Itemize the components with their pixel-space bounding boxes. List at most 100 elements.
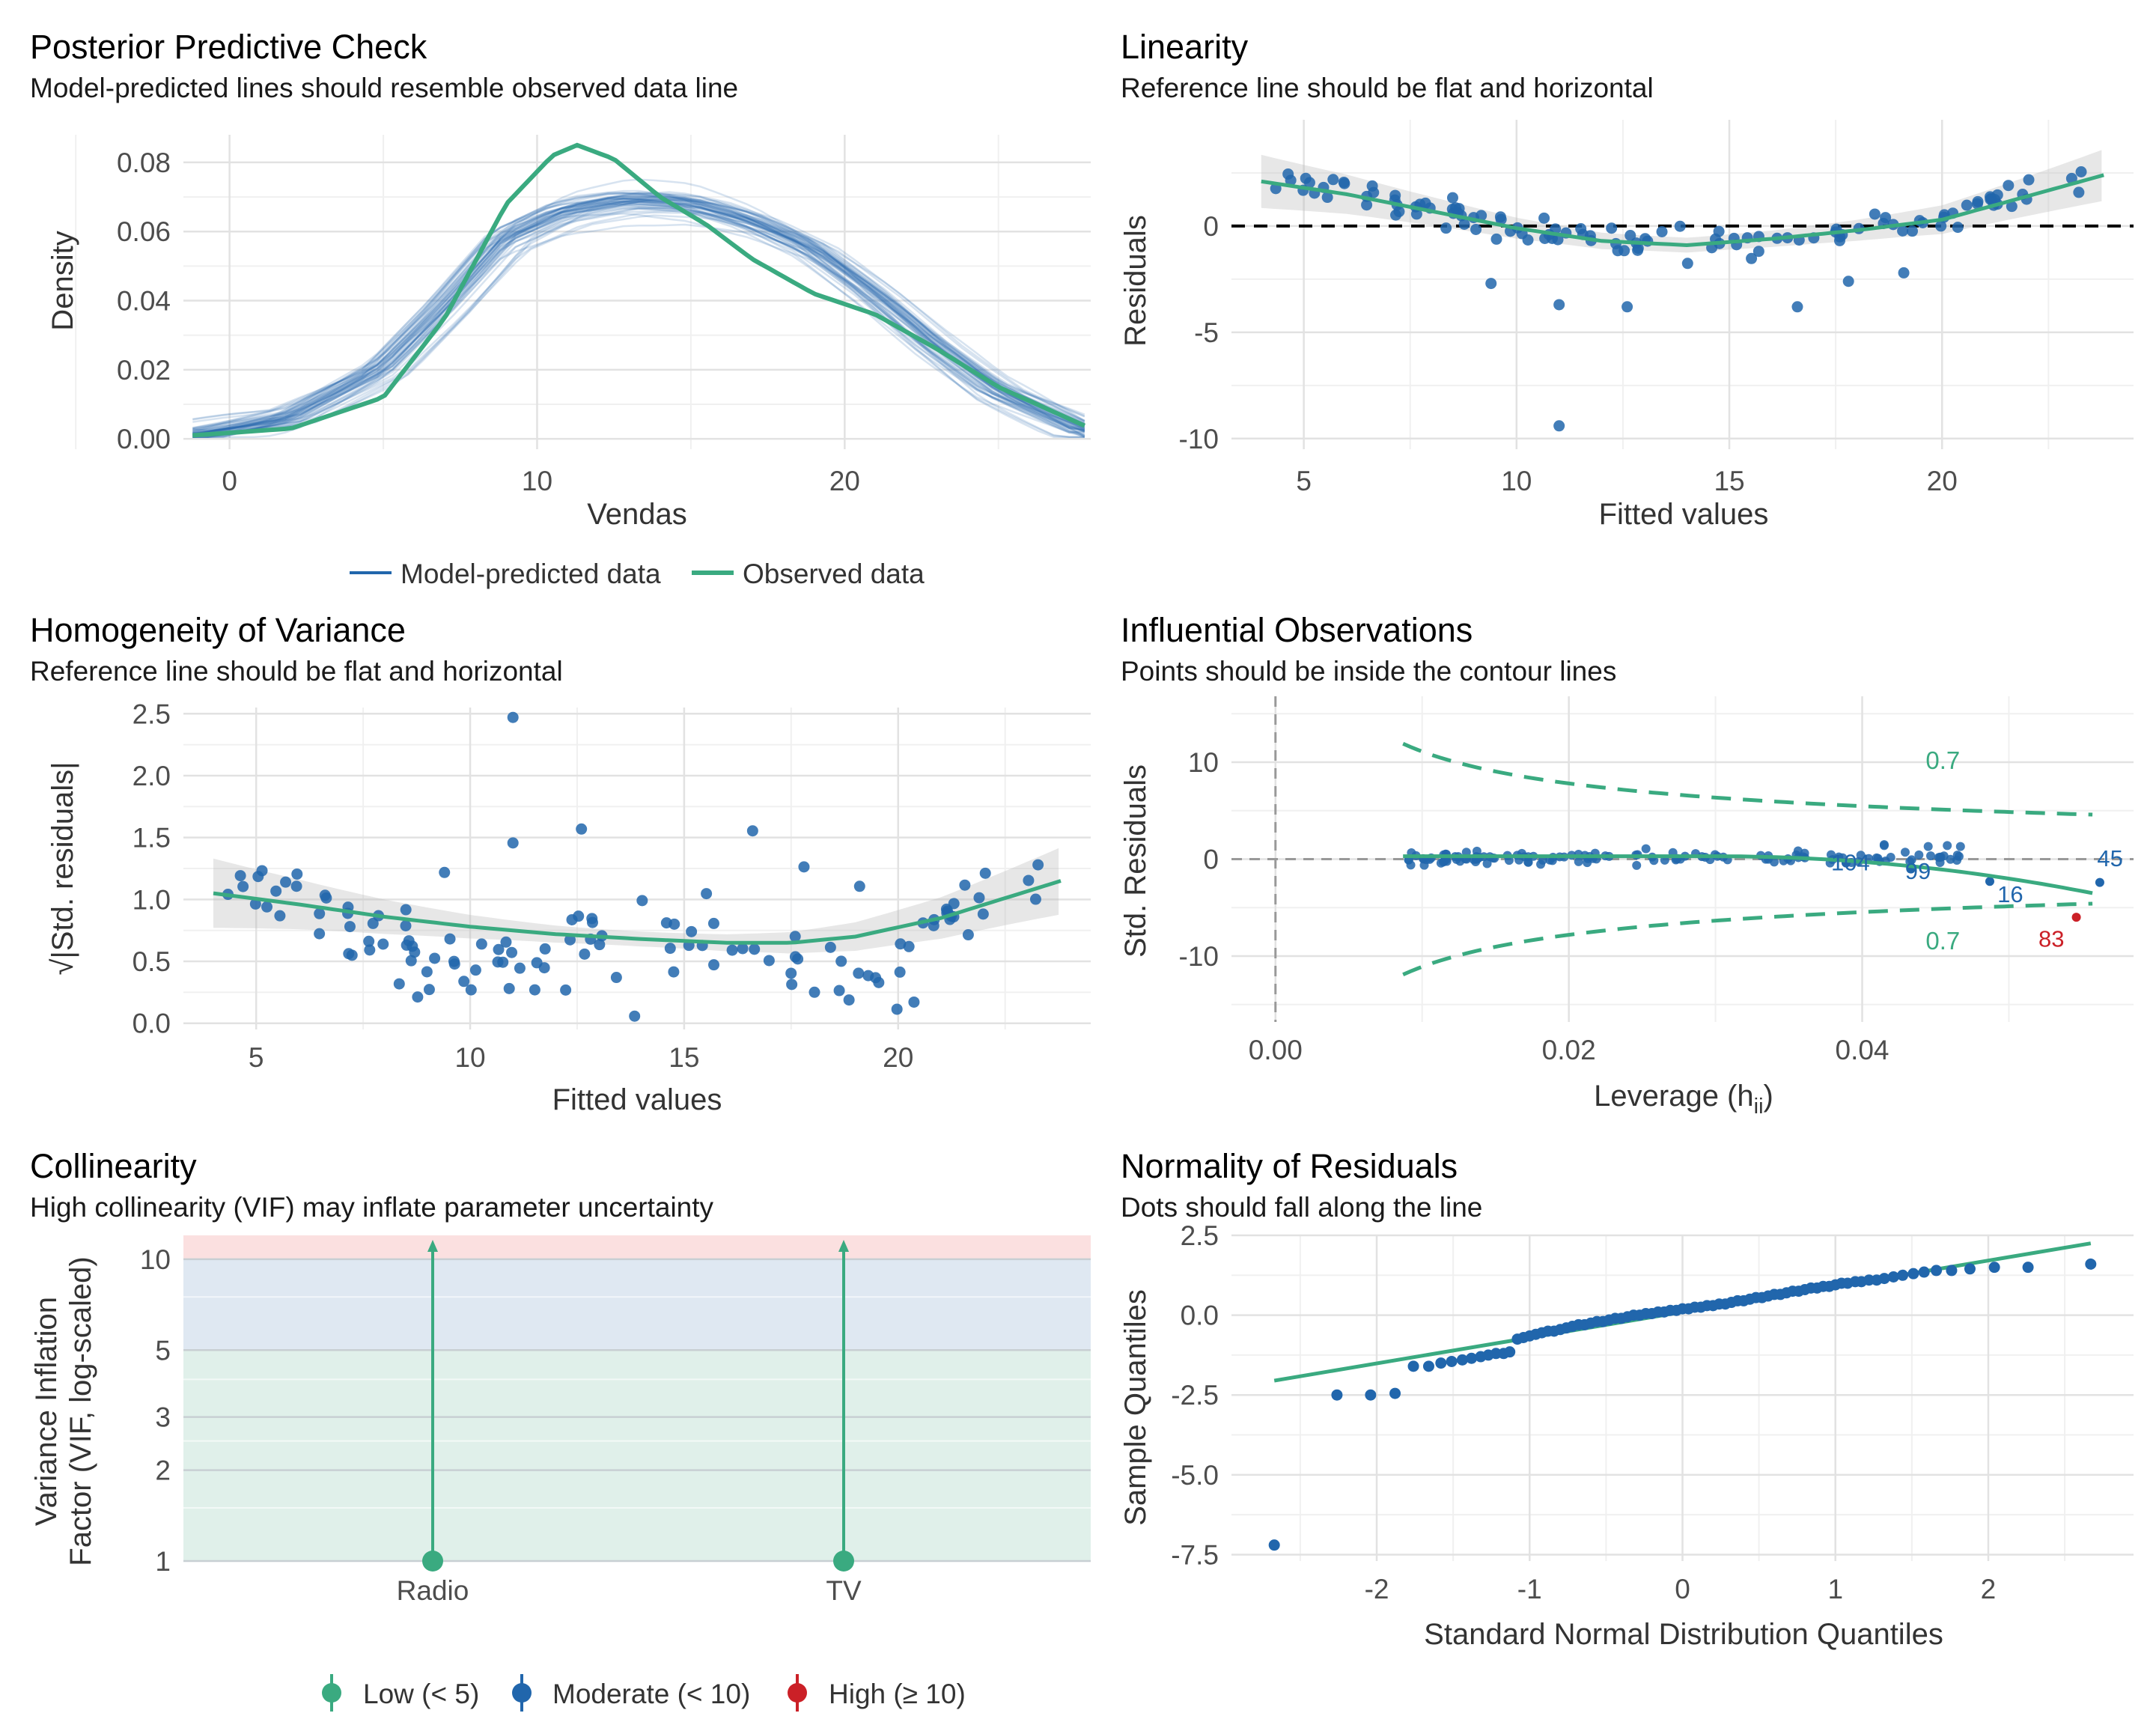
collinearity-tick-labels: Radio TV 1 2 3 5 10 [140,1244,862,1606]
x-tick-label: 0.04 [1836,1035,1889,1065]
scale-location-point [789,931,801,943]
residual-point [1476,210,1487,222]
residual-point [2003,180,2015,192]
residual-point [1553,420,1565,432]
leverage-point [1935,852,1945,862]
scale-location-point [708,959,720,971]
model-predicted-line [192,207,1085,437]
qq-point [1456,1354,1468,1366]
x-tick-label: 15 [1714,466,1744,496]
point-label: 45 [2097,845,2122,871]
leverage-point [1943,841,1952,851]
residual-point [1339,177,1350,189]
scale-location-point [506,946,518,958]
residual-point [1961,199,1973,211]
scale-location-point [409,946,421,958]
scale-location-point [500,936,512,948]
influence-smooth-line [1403,854,2093,895]
scale-location-point [973,892,985,904]
y-tick-label: 10 [1188,747,1219,778]
qq-ylabel: Sample Quantiles [1119,1289,1152,1526]
scale-location-point [274,910,286,922]
model-predicted-line [192,207,1085,434]
scale-location-point [707,917,719,929]
model-predicted-line [192,195,1085,439]
model-predicted-line [192,198,1085,439]
model-predicted-line [192,200,1085,437]
y-tick-label: 0 [1203,211,1219,242]
residual-point [1833,234,1845,246]
model-predicted-line [192,198,1085,439]
scale-location-point [1029,893,1041,905]
residual-point [1752,246,1764,258]
residual-point [1300,172,1312,184]
linearity-ylabel: Residuals [1119,215,1152,347]
ppc-gridlines [75,135,1091,449]
homogeneity-smooth-line [213,879,1062,945]
qq-panel: Normality of Residuals Dots should fall … [1119,1147,2134,1651]
leverage-point [1954,851,1964,861]
legend-low-label: Low (< 5) [363,1679,479,1709]
residual-point [1390,209,1402,221]
leverage-point [1482,859,1492,868]
residual-point [1538,212,1550,224]
collinearity-low-band [183,1350,1091,1561]
qq-point [1389,1387,1401,1399]
scale-location-point [853,967,865,979]
scale-location-point [560,984,572,996]
y-tick-label: 0.0 [1181,1300,1219,1331]
x-tick-label: 10 [522,466,552,496]
leverage-point [1793,846,1803,856]
scale-location-point [726,944,738,956]
scale-location-point [261,901,273,913]
scale-location-point [610,972,622,984]
model-predicted-line [192,201,1085,436]
model-predicted-line [192,214,1085,437]
scale-location-point [908,996,920,1008]
scale-location-point [400,904,412,916]
qq-point [1988,1262,2000,1274]
residual-point [1490,233,1502,245]
scale-location-point [393,978,405,990]
residual-point [2023,174,2035,186]
x-tick-label: -2 [1365,1574,1389,1604]
x-tick-label: 10 [1501,466,1532,496]
qq-point [1878,1273,1890,1285]
qq-point [1907,1268,1919,1280]
qq-xlabel: Standard Normal Distribution Quantiles [1424,1618,1943,1651]
homogeneity-gridlines [183,708,1091,1029]
residual-point [1440,222,1452,234]
model-predicted-line [192,191,1085,439]
residual-point [1746,252,1758,264]
x-tick-label: 20 [829,466,860,496]
scale-location-point [792,953,804,965]
collinearity-ylabel: Variance InflationFactor (VIF, log-scale… [30,1256,97,1566]
leverage-point [1907,855,1916,865]
scale-location-point [364,944,376,956]
scale-location-point [529,984,540,996]
scale-location-point [458,976,470,988]
labeled-point [1985,877,1994,886]
ppc-observed-line [192,142,1086,438]
qq-point [1268,1539,1280,1551]
scale-location-point [234,870,246,882]
model-predicted-line [192,195,1085,437]
x-tick-label: Radio [397,1575,469,1606]
residual-point [1898,267,1910,279]
scale-location-point [636,895,648,907]
scale-location-point [808,986,820,998]
x-tick-label: 10 [454,1042,485,1073]
residual-point [1952,222,1964,234]
model-predicted-line [192,200,1085,439]
qq-point [1435,1357,1447,1369]
linearity-smooth-line [1261,173,2104,248]
y-tick-label: 0.04 [117,286,171,317]
collinearity-ylabel-line2: Factor (VIF, log-scaled) [64,1256,97,1566]
residual-point [2075,165,2087,177]
x-tick-label: 15 [669,1042,699,1073]
homogeneity-subtitle: Reference line should be flat and horizo… [30,656,563,687]
scale-location-point [959,879,971,891]
model-predicted-line [192,203,1085,436]
model-predicted-line [192,194,1085,439]
legend-moderate-dot [512,1683,532,1703]
